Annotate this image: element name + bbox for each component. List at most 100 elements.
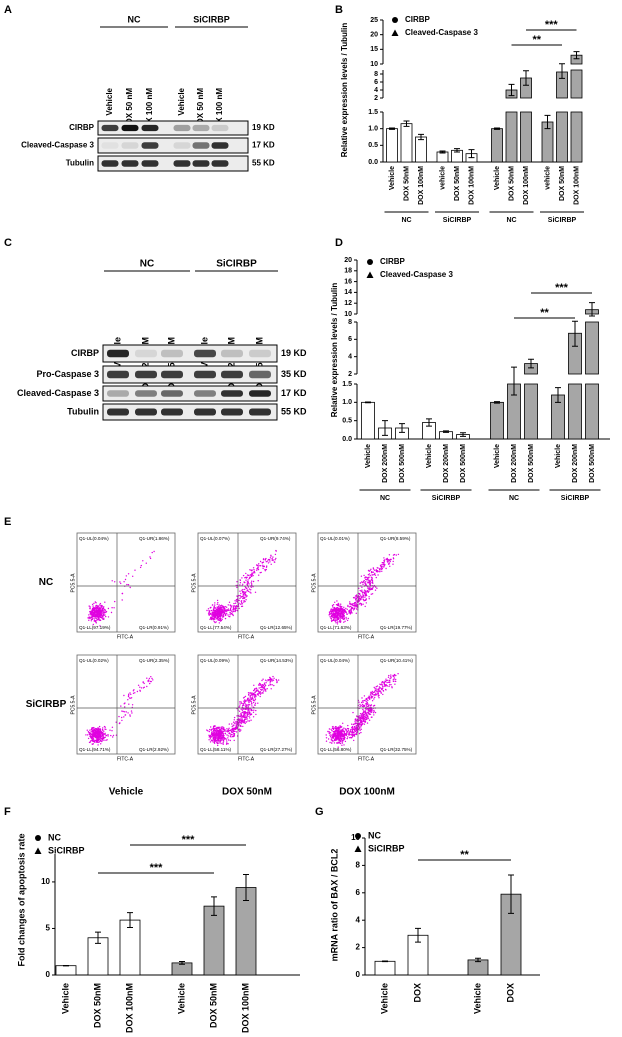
event-dot xyxy=(367,717,370,719)
event-dot xyxy=(355,718,357,720)
event-dot xyxy=(330,615,333,618)
event-dot xyxy=(262,687,264,689)
event-dot xyxy=(369,579,371,582)
event-dot xyxy=(216,742,218,744)
event-dot xyxy=(101,608,104,610)
blot-band xyxy=(135,408,157,416)
event-dot xyxy=(238,715,240,718)
event-dot xyxy=(106,739,108,741)
event-dot xyxy=(126,583,128,586)
event-dot xyxy=(211,618,213,621)
event-dot xyxy=(255,713,257,716)
blot-band xyxy=(107,408,129,416)
event-dot xyxy=(363,710,365,712)
event-dot xyxy=(397,673,399,675)
event-dot xyxy=(264,559,266,561)
event-dot xyxy=(339,730,341,732)
event-dot xyxy=(247,705,249,707)
blot-band xyxy=(161,349,183,358)
event-dot xyxy=(210,606,212,609)
event-dot xyxy=(387,563,390,565)
event-dot xyxy=(330,737,333,739)
event-dot xyxy=(249,717,251,719)
event-dot xyxy=(383,565,385,567)
event-dot xyxy=(379,683,381,685)
event-dot xyxy=(266,680,268,682)
event-dot xyxy=(215,610,217,612)
event-dot xyxy=(143,682,145,685)
event-dot xyxy=(339,733,341,736)
event-dot xyxy=(343,610,346,612)
event-dot xyxy=(348,610,351,612)
blot-band xyxy=(161,408,183,416)
event-dot xyxy=(351,730,354,732)
event-dot xyxy=(125,711,128,713)
event-dot xyxy=(107,607,110,610)
event-dot xyxy=(104,728,106,730)
error-bar xyxy=(211,896,217,916)
error-bar xyxy=(426,418,432,427)
event-dot xyxy=(230,610,233,612)
event-dot xyxy=(86,729,89,731)
event-dot xyxy=(248,701,250,704)
event-dot xyxy=(335,612,337,614)
x-tick-label: DOX 50nM xyxy=(92,983,102,1028)
event-dot xyxy=(347,617,349,620)
event-dot xyxy=(226,728,228,730)
event-dot xyxy=(341,731,343,734)
lane-label: DOX 200 nM xyxy=(140,337,150,390)
event-dot xyxy=(232,725,234,727)
event-dot xyxy=(373,694,375,696)
event-dot xyxy=(352,597,355,599)
event-dot xyxy=(218,609,221,611)
event-dot xyxy=(99,610,102,612)
event-dot xyxy=(375,686,377,688)
error-bar xyxy=(468,149,475,159)
event-dot xyxy=(329,612,331,614)
event-dot xyxy=(227,609,230,612)
y-tick-label: 0.0 xyxy=(368,159,378,166)
event-dot xyxy=(371,690,373,693)
event-dot xyxy=(151,677,153,680)
event-dot xyxy=(388,674,390,677)
x-tick-label: Vehicle xyxy=(60,983,70,1014)
event-dot xyxy=(225,730,227,732)
event-dot xyxy=(241,589,243,591)
event-dot xyxy=(331,615,334,617)
bar xyxy=(400,123,413,163)
quadrant-label: Q1-LL(77.54%) xyxy=(200,625,232,630)
flow-y-axis-label: PC5.5-A xyxy=(70,695,76,715)
event-dot xyxy=(257,702,259,704)
legend-marker xyxy=(367,259,373,265)
x-tick-label: DOX 100nM xyxy=(468,166,475,205)
event-dot xyxy=(222,728,224,730)
event-dot xyxy=(351,731,353,734)
event-dot xyxy=(254,696,256,699)
event-dot xyxy=(227,743,229,745)
event-dot xyxy=(345,611,347,613)
event-dot xyxy=(339,725,342,727)
quadrant-label: Q1-UR(14.53%) xyxy=(260,658,293,663)
event-dot xyxy=(97,733,100,735)
event-dot xyxy=(254,704,256,706)
y-tick-label: 14 xyxy=(344,289,352,296)
event-dot xyxy=(382,562,384,564)
quadrant-label: Q1-UR(9.74%) xyxy=(260,536,291,541)
event-dot xyxy=(100,732,103,734)
event-dot xyxy=(232,605,234,607)
error-bar xyxy=(494,401,500,404)
event-dot xyxy=(211,612,213,614)
event-dot xyxy=(354,720,356,722)
panel-letter: F xyxy=(4,806,11,818)
event-dot xyxy=(99,733,102,735)
event-dot xyxy=(243,713,245,715)
error-bar xyxy=(511,366,517,396)
event-dot xyxy=(123,711,126,713)
event-dot xyxy=(360,726,362,728)
event-dot xyxy=(393,677,395,679)
event-dot xyxy=(336,733,339,736)
bar xyxy=(386,128,398,163)
event-dot xyxy=(246,587,248,590)
event-dot xyxy=(338,608,340,611)
significance-label: ** xyxy=(532,34,541,46)
